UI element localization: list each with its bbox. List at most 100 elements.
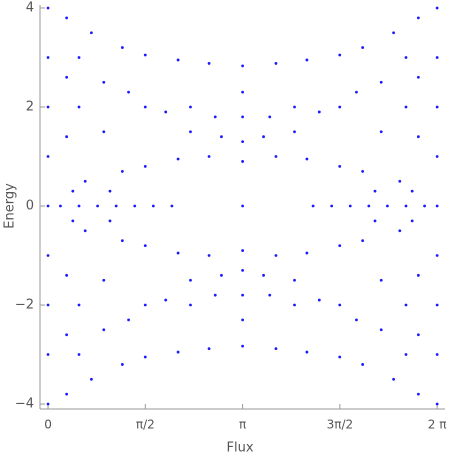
x-tick-label: π/2 (136, 418, 155, 432)
point (71, 219, 75, 223)
point (241, 344, 244, 348)
y-tick-label: 2 (26, 99, 34, 114)
x-tick-label: 2 π (428, 418, 447, 432)
point (435, 402, 439, 406)
point (262, 135, 265, 139)
point (143, 165, 147, 168)
point (435, 353, 439, 356)
point (404, 353, 408, 356)
point (274, 155, 278, 158)
point (143, 53, 147, 57)
point (170, 204, 174, 208)
point (398, 229, 402, 233)
point (305, 251, 309, 255)
point (379, 328, 383, 332)
point (435, 105, 439, 109)
point (305, 350, 309, 354)
point (317, 110, 321, 114)
point (416, 273, 420, 277)
point (114, 204, 118, 208)
y-tick-label: 0 (26, 199, 34, 214)
point (338, 53, 342, 57)
point (77, 56, 81, 59)
point (241, 90, 244, 94)
point (241, 140, 244, 144)
point (207, 347, 211, 350)
point (404, 56, 408, 59)
point (46, 56, 50, 59)
point (207, 62, 211, 65)
point (89, 31, 93, 35)
point (379, 278, 383, 282)
point (398, 179, 402, 183)
point (373, 219, 377, 223)
point (207, 155, 211, 158)
point (392, 377, 396, 381)
point (164, 298, 168, 302)
point (46, 204, 50, 208)
point (77, 105, 81, 109)
point (373, 189, 377, 193)
point (102, 80, 106, 84)
point (404, 204, 408, 208)
y-tick-label: −2 (15, 298, 34, 313)
point (416, 392, 420, 396)
point (207, 254, 211, 257)
y-axis-label: Energy (3, 183, 18, 229)
y-tick-label: 4 (26, 0, 34, 15)
point (305, 58, 309, 62)
point (311, 204, 315, 208)
point (176, 58, 180, 62)
point (77, 353, 81, 356)
point (410, 189, 414, 193)
point (293, 105, 296, 109)
point (241, 318, 244, 322)
point (305, 157, 309, 161)
point (338, 355, 342, 359)
point (367, 204, 371, 208)
point (274, 254, 278, 257)
point (386, 204, 389, 208)
point (143, 303, 147, 307)
point (59, 204, 62, 208)
point (46, 254, 50, 257)
point (120, 46, 124, 49)
point (241, 115, 244, 119)
x-tick-label: π (239, 418, 246, 432)
point (65, 273, 69, 277)
point (423, 204, 426, 208)
point (127, 90, 130, 94)
point (262, 273, 265, 277)
point (435, 303, 439, 307)
point (189, 278, 192, 282)
point (348, 204, 352, 208)
point (241, 204, 244, 208)
point (410, 219, 414, 223)
point (164, 110, 168, 114)
point (143, 105, 147, 109)
point (268, 115, 272, 119)
point (65, 392, 69, 396)
point (65, 75, 69, 79)
point (71, 189, 75, 193)
point (46, 353, 50, 356)
point (274, 347, 278, 350)
point (213, 293, 217, 297)
point (241, 249, 244, 252)
point (176, 251, 180, 255)
point (108, 219, 112, 223)
point (379, 80, 383, 84)
point (77, 204, 81, 208)
point (151, 204, 155, 208)
point (77, 303, 81, 307)
x-axis-label: Flux (226, 441, 253, 456)
point (435, 56, 439, 59)
point (293, 130, 296, 134)
point (65, 135, 69, 139)
point (46, 105, 50, 109)
point (416, 16, 420, 20)
point (176, 350, 180, 354)
point (133, 204, 137, 208)
point (392, 31, 396, 35)
point (338, 244, 342, 248)
